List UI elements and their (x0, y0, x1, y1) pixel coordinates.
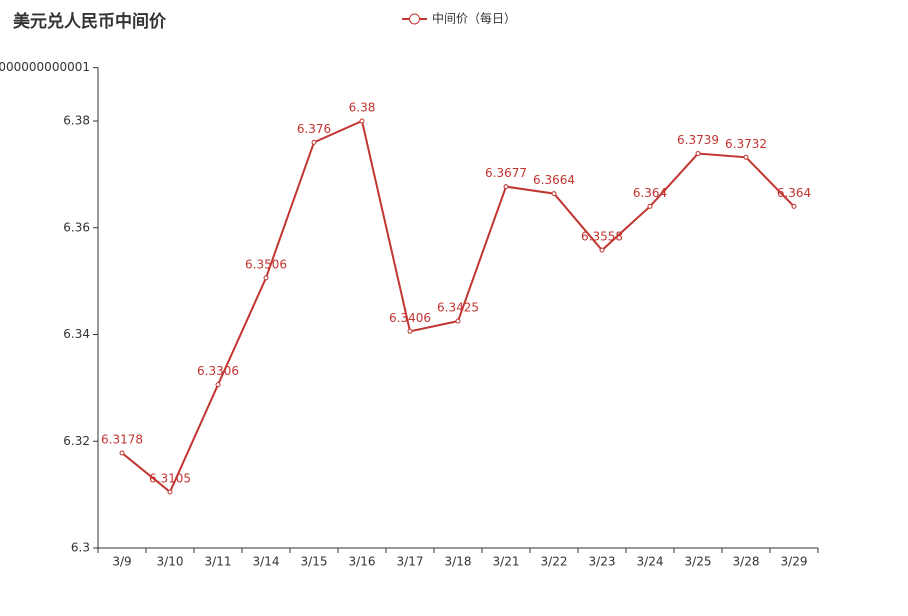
data-label: 6.38 (349, 101, 376, 115)
data-label: 6.376 (297, 122, 331, 136)
y-tick-label: 6.32 (63, 434, 90, 448)
y-tick-label: 6.36 (63, 220, 90, 234)
y-tick-label: 6.3 (71, 541, 90, 555)
x-tick-label: 3/10 (157, 555, 184, 569)
point (599, 247, 605, 253)
data-label: 6.3105 (149, 471, 191, 485)
x-tick-label: 3/23 (589, 555, 616, 569)
point (647, 203, 653, 209)
point (311, 139, 317, 145)
data-label: 6.3506 (245, 257, 287, 271)
data-label: 6.3739 (677, 133, 719, 147)
chart-title: 美元兑人民币中间价 (13, 11, 167, 32)
data-label: 6.3558 (581, 230, 623, 244)
data-label: 6.3306 (197, 364, 239, 378)
point (695, 151, 701, 157)
point (551, 191, 557, 197)
x-tick-label: 3/14 (253, 555, 280, 569)
y-tick-label: 6.390000000000001 (0, 60, 90, 74)
legend-label: 中间价（每日） (432, 11, 516, 26)
data-label: 6.3178 (101, 432, 143, 446)
x-tick-label: 3/15 (301, 555, 328, 569)
x-tick-label: 3/22 (541, 555, 568, 569)
legend-marker (409, 13, 420, 25)
data-label: 6.3406 (389, 311, 431, 325)
data-label: 6.3732 (725, 137, 767, 151)
x-tick-label: 3/9 (112, 555, 131, 569)
point (215, 382, 221, 388)
x-tick-label: 3/16 (349, 555, 376, 569)
data-label: 6.364 (777, 186, 811, 200)
x-tick-label: 3/29 (781, 555, 808, 569)
data-label: 6.364 (633, 186, 667, 200)
x-tick-label: 3/28 (733, 555, 760, 569)
point (167, 489, 173, 495)
data-label: 6.3425 (437, 301, 479, 315)
x-tick-label: 3/18 (445, 555, 472, 569)
point (743, 154, 749, 160)
point (359, 118, 365, 124)
point (791, 203, 797, 209)
point (263, 275, 269, 281)
y-tick-label: 6.34 (63, 327, 90, 341)
point (503, 184, 509, 190)
point (455, 318, 461, 324)
point (119, 450, 125, 456)
y-tick-label: 6.38 (63, 114, 90, 128)
x-tick-label: 3/11 (205, 555, 232, 569)
x-tick-label: 3/25 (685, 555, 712, 569)
x-tick-label: 3/17 (397, 555, 424, 569)
point (407, 328, 413, 334)
data-label: 6.3664 (533, 173, 575, 187)
data-label: 6.3677 (485, 166, 527, 180)
x-tick-label: 3/21 (493, 555, 520, 569)
x-tick-label: 3/24 (637, 555, 664, 569)
